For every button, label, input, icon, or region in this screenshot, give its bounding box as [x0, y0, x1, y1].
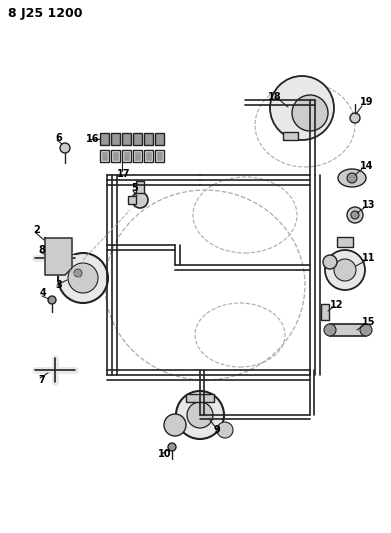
- Bar: [144, 133, 153, 145]
- Circle shape: [350, 113, 360, 123]
- Text: 4: 4: [40, 288, 47, 298]
- Circle shape: [176, 391, 224, 439]
- Text: 15: 15: [362, 317, 375, 327]
- Circle shape: [74, 269, 82, 277]
- Circle shape: [68, 263, 98, 293]
- Bar: [144, 150, 153, 162]
- Bar: [128, 196, 136, 204]
- Text: 8 J25 1200: 8 J25 1200: [8, 6, 83, 20]
- Bar: [337, 237, 353, 247]
- Ellipse shape: [338, 169, 366, 187]
- Bar: [111, 150, 120, 162]
- Circle shape: [323, 255, 337, 269]
- Bar: [283, 132, 298, 140]
- Bar: [157, 152, 162, 160]
- Circle shape: [351, 211, 359, 219]
- Circle shape: [164, 414, 186, 436]
- Text: 7: 7: [38, 375, 45, 385]
- Circle shape: [324, 324, 336, 336]
- Bar: [136, 181, 144, 193]
- Text: 9: 9: [214, 425, 221, 435]
- Text: 8: 8: [38, 245, 45, 255]
- Text: 13: 13: [362, 200, 375, 210]
- Bar: [113, 152, 118, 160]
- Circle shape: [48, 296, 56, 304]
- Bar: [321, 304, 329, 320]
- Text: 3: 3: [55, 280, 62, 290]
- Bar: [133, 133, 142, 145]
- Bar: [135, 152, 140, 160]
- Bar: [102, 152, 107, 160]
- Circle shape: [168, 443, 176, 451]
- Bar: [146, 152, 151, 160]
- Text: 14: 14: [360, 161, 373, 171]
- Text: 11: 11: [362, 253, 375, 263]
- Bar: [330, 324, 366, 336]
- Bar: [124, 152, 129, 160]
- Bar: [111, 133, 120, 145]
- Circle shape: [187, 402, 213, 428]
- Bar: [100, 133, 109, 145]
- Text: 17: 17: [117, 169, 131, 179]
- Bar: [155, 150, 164, 162]
- Circle shape: [60, 143, 70, 153]
- Polygon shape: [45, 238, 72, 275]
- Circle shape: [347, 207, 363, 223]
- Circle shape: [292, 95, 328, 131]
- Text: 16: 16: [86, 134, 99, 144]
- Bar: [186, 394, 214, 402]
- Bar: [133, 150, 142, 162]
- Circle shape: [360, 324, 372, 336]
- Text: 18: 18: [268, 92, 282, 102]
- Text: 5: 5: [131, 183, 138, 193]
- Text: 2: 2: [33, 225, 40, 235]
- Circle shape: [325, 250, 365, 290]
- Bar: [155, 133, 164, 145]
- Bar: [122, 150, 131, 162]
- Text: 12: 12: [330, 300, 344, 310]
- Bar: [100, 150, 109, 162]
- Bar: [122, 133, 131, 145]
- Circle shape: [334, 259, 356, 281]
- Circle shape: [217, 422, 233, 438]
- Circle shape: [58, 253, 108, 303]
- Text: 6: 6: [55, 133, 62, 143]
- Circle shape: [132, 192, 148, 208]
- Text: 10: 10: [158, 449, 172, 459]
- Text: 19: 19: [360, 97, 373, 107]
- Circle shape: [270, 76, 334, 140]
- Circle shape: [347, 173, 357, 183]
